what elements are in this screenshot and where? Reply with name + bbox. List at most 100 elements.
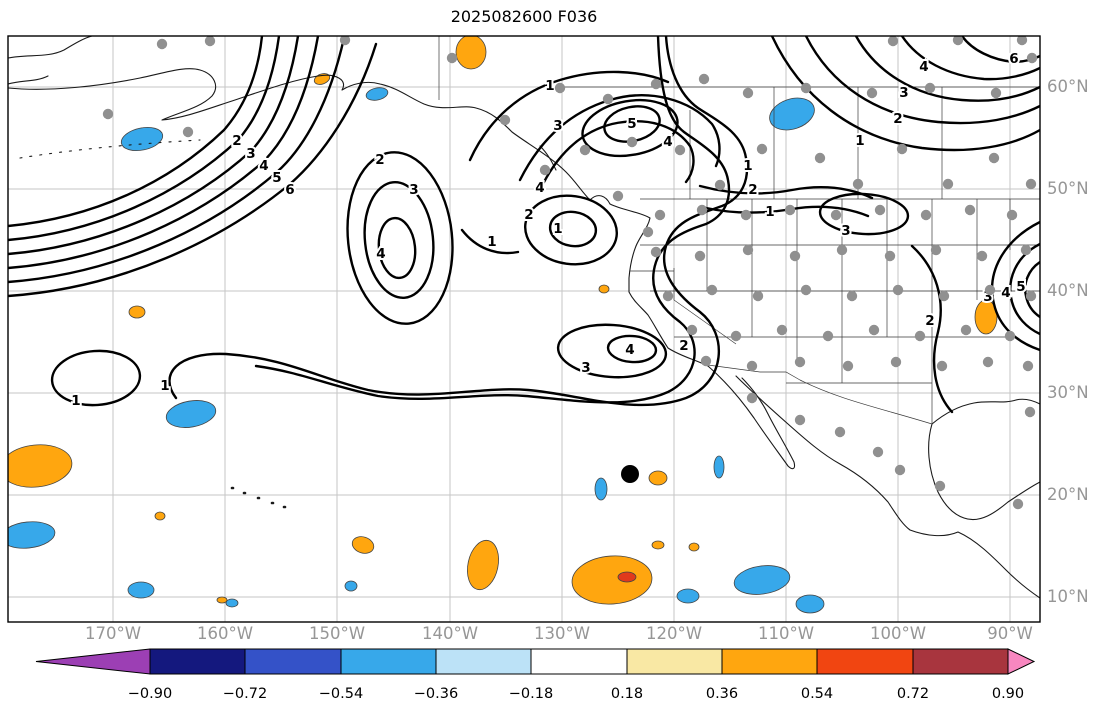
colorbar-segment xyxy=(721,648,818,675)
x-tick-label: 100°W xyxy=(870,624,926,643)
station-dot xyxy=(784,204,796,216)
anomaly-patch xyxy=(713,455,725,479)
colorbar-extend-high-arrow xyxy=(1007,648,1036,675)
anomaly-patch xyxy=(688,542,700,552)
anomaly-patch xyxy=(676,588,700,604)
coastlines xyxy=(8,36,1040,599)
station-dot xyxy=(890,356,902,368)
contour-label: 1 xyxy=(743,158,752,174)
colorbar-tick-labels: −0.90 −0.72 −0.54 −0.36 −0.18 0.18 0.36 … xyxy=(128,686,1024,702)
station-dot xyxy=(686,324,698,336)
colorbar-segment xyxy=(244,648,342,675)
station-dot xyxy=(1022,360,1034,372)
station-dot xyxy=(694,250,706,262)
station-dot xyxy=(952,36,964,46)
station-dot xyxy=(102,108,114,120)
station-dot xyxy=(794,414,806,426)
station-dot xyxy=(800,284,812,296)
contour-label: 2 xyxy=(679,338,688,354)
station-dot xyxy=(934,480,946,492)
border-us-mexico xyxy=(707,364,933,425)
anomaly-patch xyxy=(651,540,665,550)
x-tick-label: 160°W xyxy=(197,624,253,643)
station-dot xyxy=(626,136,638,148)
anomaly-patch xyxy=(154,511,166,521)
station-dot xyxy=(930,244,942,256)
station-dot xyxy=(789,250,801,262)
contour-label: 2 xyxy=(232,133,241,149)
station-dot xyxy=(182,126,194,138)
station-dot xyxy=(960,324,972,336)
anomaly-patch xyxy=(127,581,155,599)
anomaly-patch xyxy=(769,97,815,131)
anomaly-patch xyxy=(598,284,610,294)
station-dot xyxy=(976,250,988,262)
station-dot xyxy=(1025,178,1037,190)
anomaly-patch xyxy=(216,596,228,604)
station-dot xyxy=(650,78,662,90)
anomaly-patch xyxy=(8,521,56,549)
station-dot xyxy=(938,290,950,302)
station-dot xyxy=(842,360,854,372)
contour-label: 5 xyxy=(627,116,636,132)
anomaly-patch xyxy=(455,36,487,70)
contour-label: 3 xyxy=(409,182,418,198)
station-dot xyxy=(936,360,948,372)
x-axis-tick-labels: 170°W 160°W 150°W 140°W 130°W 120°W 110°… xyxy=(85,624,1033,643)
coast-gulf-mexico xyxy=(928,423,1040,520)
contour-labels: 2 3 4 5 6 1 1 1 2 1 3 4 5 4 2 3 4 2 1 1 … xyxy=(69,49,1027,411)
colorbar-tick-label: 0.90 xyxy=(992,686,1024,702)
colorbar-tick-label: 0.72 xyxy=(897,686,929,702)
coast-us-gulf xyxy=(931,398,1040,425)
station-dot xyxy=(984,284,996,296)
station-dot xyxy=(650,246,662,258)
station-dot xyxy=(887,36,899,47)
x-tick-label: 90°W xyxy=(987,624,1033,643)
contour-label: 3 xyxy=(899,85,908,101)
colorbar-segment xyxy=(149,648,246,675)
colorbar-segment xyxy=(816,648,914,675)
anomaly-patch xyxy=(974,299,998,335)
anomaly-patch xyxy=(344,580,358,592)
colorbar-segment xyxy=(340,648,437,675)
contour-label: 1 xyxy=(487,234,496,250)
station-dot xyxy=(800,82,812,94)
station-dot xyxy=(746,392,758,404)
colorbar-segment xyxy=(626,648,723,675)
highlight-dot xyxy=(621,465,639,483)
x-tick-label: 150°W xyxy=(309,624,365,643)
station-dot xyxy=(872,446,884,458)
station-dot xyxy=(964,204,976,216)
station-dot xyxy=(814,152,826,164)
station-dot xyxy=(874,204,886,216)
station-dot xyxy=(156,38,168,50)
colorbar-tick-label: −0.90 xyxy=(128,686,172,702)
anomaly-patch xyxy=(365,87,389,101)
y-axis-tick-labels: 60°N 50°N 40°N 30°N 20°N 10°N xyxy=(1047,77,1089,606)
aleutian-islands xyxy=(19,139,201,159)
station-dot xyxy=(914,330,926,342)
anomaly-patch xyxy=(594,477,608,501)
y-tick-label: 10°N xyxy=(1047,587,1089,606)
station-dot xyxy=(204,36,216,47)
station-dot xyxy=(756,143,768,155)
station-dot xyxy=(776,324,788,336)
contour-label: 3 xyxy=(841,223,850,239)
contour-label: 2 xyxy=(375,152,384,168)
anomaly-patch xyxy=(165,400,217,428)
station-dot xyxy=(830,209,842,221)
contour-label: 3 xyxy=(553,118,562,134)
station-dot xyxy=(746,360,758,372)
contour-label: 3 xyxy=(581,360,590,376)
contour-label: 2 xyxy=(925,313,934,329)
station-dot xyxy=(674,144,686,156)
station-dot xyxy=(730,330,742,342)
y-tick-label: 50°N xyxy=(1047,179,1089,198)
contour-label: 6 xyxy=(1009,51,1018,67)
y-tick-label: 40°N xyxy=(1047,281,1089,300)
contour-label: 1 xyxy=(855,133,864,149)
station-dot xyxy=(642,226,654,238)
contour-label: 4 xyxy=(919,59,928,75)
colorbar-tick-label: 0.18 xyxy=(611,686,643,702)
contour-label: 2 xyxy=(748,182,757,198)
